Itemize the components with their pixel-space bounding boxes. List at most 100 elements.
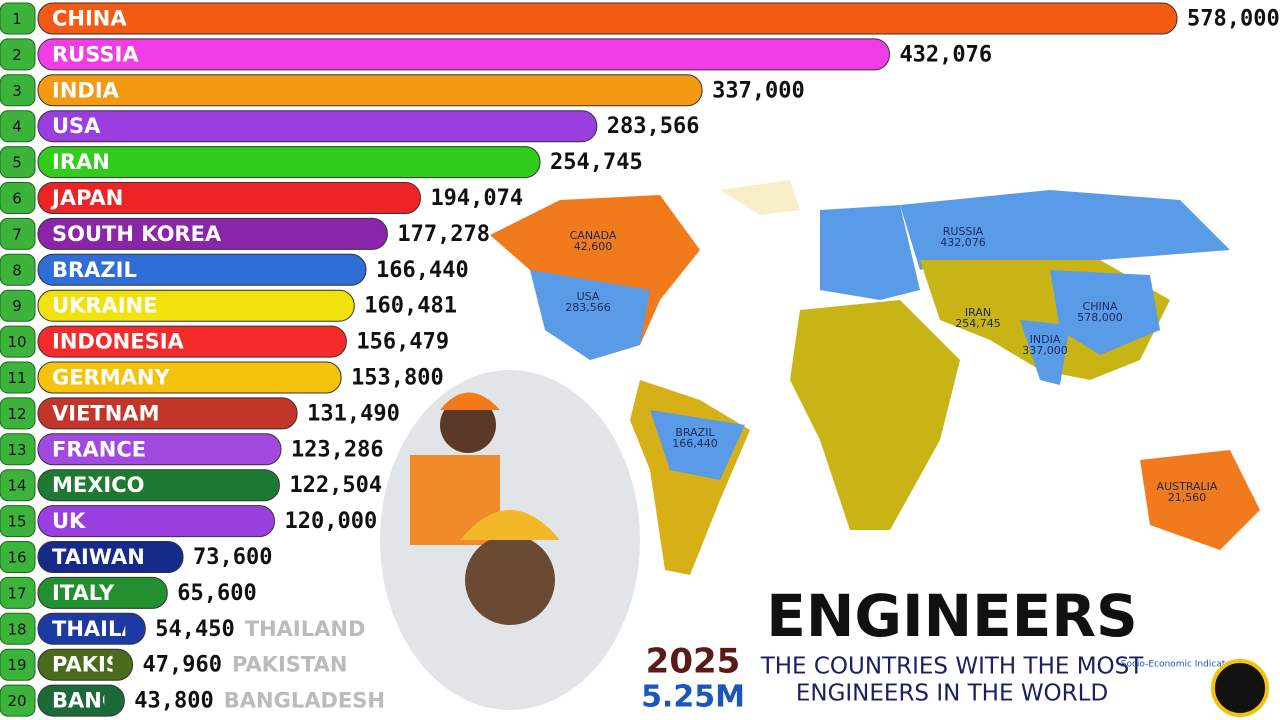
bar bbox=[37, 397, 298, 430]
rank: 2 bbox=[12, 46, 22, 64]
bar bbox=[37, 325, 347, 358]
map-label: 42,600 bbox=[574, 240, 613, 253]
bar-name: INDIA bbox=[52, 78, 120, 102]
rank: 8 bbox=[12, 261, 22, 279]
bar-name: MEXICO bbox=[52, 473, 145, 497]
map-label: INDIA bbox=[1030, 333, 1061, 346]
bar-name: UK bbox=[52, 509, 86, 533]
bar-name: ITALY bbox=[52, 581, 115, 605]
world-map bbox=[490, 180, 1260, 575]
title: ENGINEERS bbox=[766, 582, 1138, 650]
rank: 9 bbox=[12, 297, 22, 315]
rank: 13 bbox=[7, 441, 26, 459]
rank-box bbox=[0, 253, 36, 286]
map-greenland bbox=[720, 180, 800, 215]
bar bbox=[37, 182, 421, 214]
rank-box bbox=[0, 361, 36, 394]
rank-box bbox=[0, 38, 36, 71]
rank-box bbox=[0, 289, 36, 322]
bar-name: CHINA bbox=[52, 7, 127, 31]
map-europe bbox=[820, 205, 920, 300]
logo-text: Socio-Economic Indicators bbox=[1121, 660, 1240, 670]
subtitle: THE COUNTRIES WITH THE MOST bbox=[760, 654, 1145, 680]
outside-name: PAKISTAN bbox=[232, 653, 347, 677]
rank: 15 bbox=[7, 513, 26, 531]
bar bbox=[37, 110, 598, 143]
bar bbox=[37, 684, 125, 717]
rank-box bbox=[0, 505, 36, 538]
map-label: 337,000 bbox=[1022, 344, 1068, 357]
map-label: AUSTRALIA bbox=[1157, 480, 1218, 493]
value-label: 156,479 bbox=[356, 330, 449, 355]
bar bbox=[37, 38, 890, 71]
value-label: 153,800 bbox=[351, 366, 444, 391]
value-label: 283,566 bbox=[607, 114, 700, 139]
bar bbox=[37, 2, 1178, 35]
bar bbox=[37, 648, 134, 681]
rank: 6 bbox=[12, 190, 22, 208]
rank-box bbox=[0, 217, 36, 250]
rank-box bbox=[0, 648, 36, 681]
value-label: 578,000 bbox=[1187, 7, 1280, 32]
value-label: 160,481 bbox=[364, 294, 457, 319]
rank-box bbox=[0, 110, 36, 143]
outside-name: BANGLADESH bbox=[224, 689, 385, 713]
map-brazil bbox=[650, 410, 745, 480]
bar bbox=[37, 361, 342, 394]
bar-name: BRAZIL bbox=[52, 258, 137, 282]
map-label: CANADA bbox=[570, 229, 617, 242]
rank: 16 bbox=[7, 549, 26, 567]
map-south-america bbox=[630, 380, 750, 575]
map-label: 254,745 bbox=[955, 317, 1001, 330]
rank: 3 bbox=[12, 82, 22, 100]
value-label: 43,800 bbox=[134, 689, 213, 714]
bar bbox=[37, 289, 355, 322]
map-label: USA bbox=[577, 290, 600, 303]
value-label: 120,000 bbox=[284, 509, 377, 534]
rank: 18 bbox=[7, 620, 26, 638]
bar-name: INDONESIA bbox=[52, 330, 185, 354]
bar bbox=[37, 217, 388, 250]
subtitle: ENGINEERS IN THE WORLD bbox=[796, 681, 1108, 707]
outside-name: THAILAND bbox=[245, 617, 366, 641]
rank: 10 bbox=[7, 333, 26, 351]
rank: 7 bbox=[12, 225, 22, 243]
map-north-america bbox=[490, 195, 700, 360]
value-label: 337,000 bbox=[712, 78, 805, 103]
value-label: 254,745 bbox=[550, 150, 643, 175]
bar-name: SOUTH KOREA bbox=[52, 222, 222, 246]
rank: 12 bbox=[7, 405, 26, 423]
bar-name: UKRAINE bbox=[52, 294, 157, 318]
bar-name: GERMANY bbox=[52, 366, 170, 390]
bar-name: PAKISTAN bbox=[52, 653, 167, 677]
bar bbox=[37, 469, 280, 502]
bar-name: RUSSIA bbox=[52, 42, 139, 66]
rank-box bbox=[0, 541, 36, 573]
value-label: 194,074 bbox=[430, 186, 523, 211]
map-label: 21,560 bbox=[1168, 491, 1207, 504]
bar-name: IRAN bbox=[52, 150, 110, 174]
bar-name: FRANCE bbox=[52, 437, 146, 461]
value-label: 166,440 bbox=[376, 258, 469, 283]
rank-box bbox=[0, 325, 36, 358]
map-russia bbox=[900, 190, 1230, 270]
bar bbox=[37, 146, 541, 179]
logo bbox=[1211, 659, 1269, 717]
bar bbox=[37, 74, 703, 107]
value-label: 177,278 bbox=[397, 222, 490, 247]
value-label: 131,490 bbox=[307, 401, 400, 426]
map-india bbox=[1020, 320, 1070, 385]
map-label: 166,440 bbox=[672, 437, 718, 450]
bar bbox=[37, 576, 168, 609]
rank-box bbox=[0, 397, 36, 430]
map-label: RUSSIA bbox=[943, 225, 984, 238]
bar-name: BANGLADESH bbox=[52, 689, 213, 713]
rank-box bbox=[0, 182, 36, 214]
rank-box bbox=[0, 576, 36, 609]
bar-name: TAIWAN bbox=[52, 545, 145, 569]
map-australia bbox=[1140, 450, 1260, 550]
bar-name: USA bbox=[52, 114, 101, 138]
rank-box bbox=[0, 469, 36, 502]
bar bbox=[37, 505, 275, 538]
